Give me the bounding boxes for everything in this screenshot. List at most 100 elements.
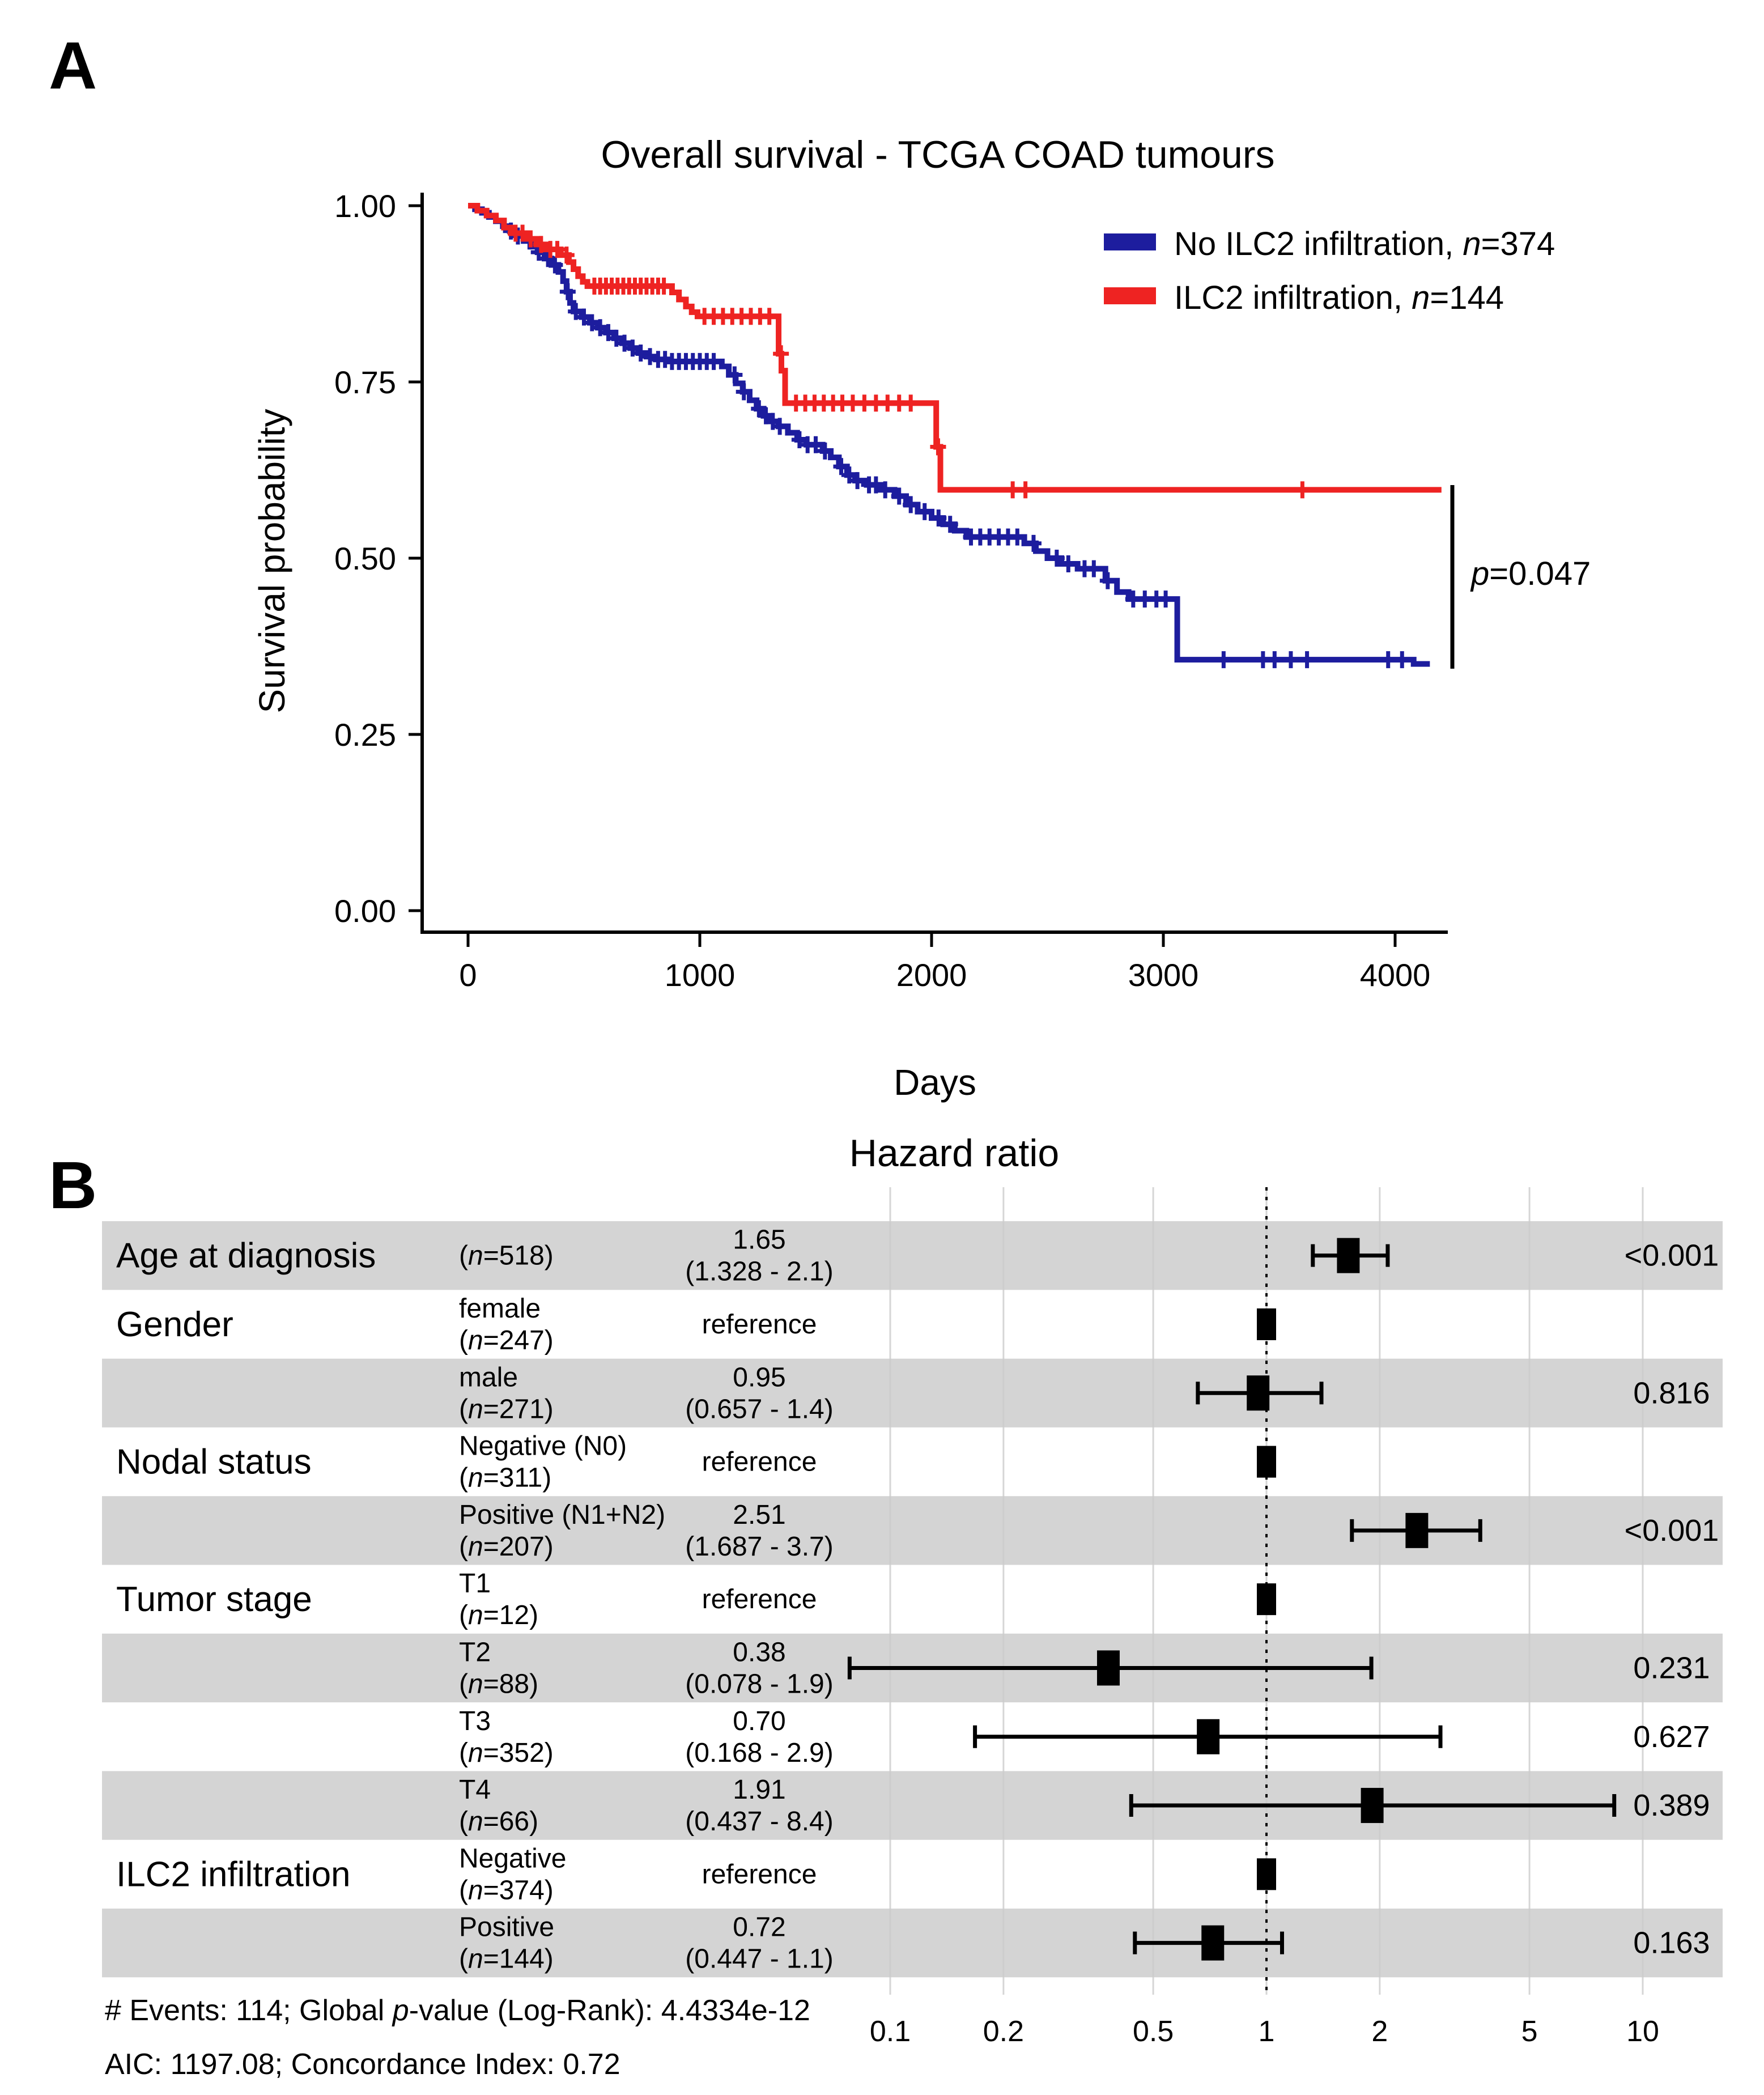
km-censor-mark xyxy=(515,224,531,242)
forest-reference-square xyxy=(1257,1446,1276,1478)
km-censor-mark xyxy=(600,324,617,341)
panel-b: B Hazard ratio 0.1 0.2 0.5 1 2 5 10 Age at diag… xyxy=(49,1132,1723,2081)
km-censor-mark xyxy=(559,283,576,300)
km-y-tick-label: 0.00 xyxy=(334,893,396,929)
forest-reference-square xyxy=(1257,1858,1276,1890)
km-curve-no-ilc2 xyxy=(468,203,1430,667)
forest-estimate-label: reference xyxy=(702,1310,817,1340)
forest-row: Tumor stage T1(n=12) reference xyxy=(116,1569,1276,1630)
forest-estimate-label: 0.38 xyxy=(733,1637,785,1667)
forest-reference-square xyxy=(1257,1308,1276,1340)
forest-p-value: 0.163 xyxy=(1633,1926,1710,1960)
km-x-tick-label: 4000 xyxy=(1360,957,1431,993)
forest-estimate-square xyxy=(1405,1512,1429,1548)
km-x-tick-label: 0 xyxy=(459,957,477,993)
forest-ci-label: (0.657 - 1.4) xyxy=(685,1394,833,1424)
forest-p-value: 0.816 xyxy=(1633,1376,1710,1410)
km-censor-mark xyxy=(736,383,752,401)
km-censor-mark xyxy=(1294,481,1311,499)
forest-tick-label: 5 xyxy=(1521,2015,1538,2048)
km-censor-mark xyxy=(632,344,649,362)
forest-n-label: (n=207) xyxy=(459,1532,554,1562)
panel-b-label: B xyxy=(49,1148,97,1223)
forest-level-label: female xyxy=(459,1294,541,1324)
forest-tick-label: 1 xyxy=(1259,2015,1275,2048)
km-censor-mark xyxy=(891,487,907,505)
km-axes xyxy=(420,193,1448,934)
forest-row: ILC2 infiltration Negative(n=374) referenc… xyxy=(116,1843,1276,1905)
footnote-aic: AIC: 1197.08; Concordance Index: 0.72 xyxy=(105,2048,620,2081)
forest-estimate-label: 1.65 xyxy=(733,1225,785,1255)
km-censor-mark xyxy=(817,442,833,460)
km-censor-mark xyxy=(1086,560,1102,577)
forest-ci-label: (1.687 - 3.7) xyxy=(685,1532,833,1562)
panel-a-label: A xyxy=(49,28,97,103)
km-censor-mark xyxy=(592,319,609,337)
km-y-tick-label: 0.75 xyxy=(334,364,396,400)
forest-factor-label: Gender xyxy=(116,1305,233,1344)
forest-n-label: (n=518) xyxy=(459,1241,554,1271)
km-censor-mark xyxy=(1025,534,1042,552)
forest-estimate-label: 0.72 xyxy=(733,1913,785,1943)
km-censor-mark xyxy=(576,308,592,326)
km-censor-mark xyxy=(547,256,563,274)
footnote-events: # Events: 114; Global p-value (Log-Rank)… xyxy=(105,1994,810,2027)
forest-level-label: T3 xyxy=(459,1706,491,1736)
km-censor-mark xyxy=(761,308,777,325)
km-censor-mark xyxy=(1060,555,1077,572)
km-title: Overall survival - TCGA COAD tumours xyxy=(601,133,1274,176)
forest-estimate-square xyxy=(1361,1788,1384,1824)
km-y-tick-label: 0.25 xyxy=(334,717,396,753)
forest-p-value: 0.627 xyxy=(1633,1720,1710,1754)
forest-ci-label: (0.437 - 8.4) xyxy=(685,1807,833,1837)
km-censor-mark xyxy=(558,247,575,264)
forest-n-label: (n=144) xyxy=(459,1944,554,1974)
forest-plot-area: 0.1 0.2 0.5 1 2 5 10 Age at diagnosis (n=518) 1.6… xyxy=(102,1187,1723,2048)
km-censor-mark xyxy=(1266,651,1283,669)
forest-estimate-square xyxy=(1337,1238,1360,1273)
km-censor-mark xyxy=(930,438,946,456)
forest-estimate-label: reference xyxy=(702,1584,817,1614)
forest-ci-label: (1.328 - 2.1) xyxy=(685,1257,833,1287)
km-censor-mark xyxy=(930,509,947,527)
forest-row: Positive(n=144) 0.72(0.447 - 1.1) 0.163 xyxy=(459,1913,1710,1974)
km-y-tick-label: 1.00 xyxy=(334,188,396,224)
forest-factor-label: Nodal status xyxy=(116,1443,312,1482)
forest-row: male(n=271) 0.95(0.657 - 1.4) 0.816 xyxy=(459,1362,1710,1424)
forest-ci-label: (0.168 - 2.9) xyxy=(685,1738,833,1768)
forest-row: Age at diagnosis (n=518) 1.65(1.328 - 2.1)… xyxy=(116,1225,1719,1287)
legend-swatch-no-ilc2 xyxy=(1104,233,1156,250)
forest-estimate-label: reference xyxy=(702,1447,817,1477)
km-censor-mark xyxy=(942,516,958,533)
km-x-tick-label: 1000 xyxy=(665,957,736,993)
legend-label-ilc2: ILC2 infiltration, n=144 xyxy=(1174,279,1504,316)
forest-row: Nodal status Negative (N0)(n=311) referenc… xyxy=(116,1431,1276,1493)
forest-p-value: 0.389 xyxy=(1633,1788,1710,1822)
forest-tick-label: 0.1 xyxy=(870,2015,911,2048)
legend-swatch-ilc2 xyxy=(1104,287,1156,304)
forest-ci-label: (0.447 - 1.1) xyxy=(685,1944,833,1974)
forest-level-label: T1 xyxy=(459,1569,491,1599)
forest-factor-label: ILC2 infiltration xyxy=(116,1855,351,1894)
km-censor-mark xyxy=(903,394,919,412)
km-censor-mark xyxy=(1215,651,1232,669)
forest-title: Hazard ratio xyxy=(849,1132,1059,1175)
km-y-axis-title: Survival probability xyxy=(252,409,292,713)
forest-estimate-label: 0.70 xyxy=(733,1706,785,1736)
forest-estimate-square xyxy=(1201,1925,1225,1961)
panel-a: A Overall survival - TCGA COAD tumours 1… xyxy=(49,28,1591,1103)
km-censor-mark xyxy=(656,277,672,295)
km-y-tick-label: 0.50 xyxy=(334,541,396,576)
km-censor-mark xyxy=(1158,590,1174,608)
forest-row: Gender female(n=247) reference xyxy=(116,1294,1276,1355)
forest-n-label: (n=374) xyxy=(459,1875,554,1905)
km-censor-mark xyxy=(1099,572,1116,589)
forest-n-label: (n=88) xyxy=(459,1669,538,1699)
forest-n-label: (n=12) xyxy=(459,1600,538,1630)
km-censor-mark xyxy=(903,496,919,513)
forest-tick-label: 2 xyxy=(1371,2015,1388,2048)
km-x-tick-label: 3000 xyxy=(1128,957,1199,993)
km-x-tick-label: 2000 xyxy=(896,957,967,993)
